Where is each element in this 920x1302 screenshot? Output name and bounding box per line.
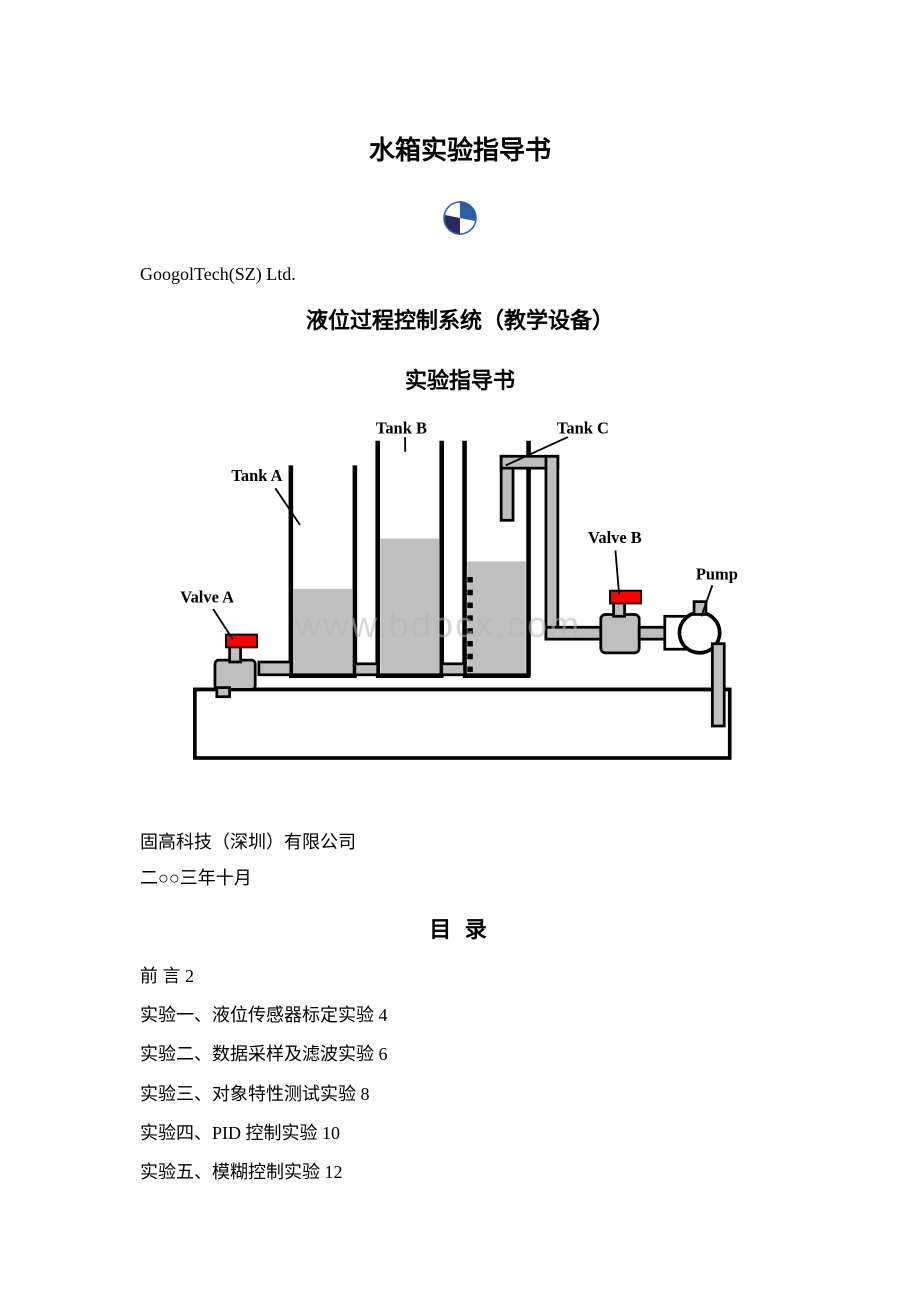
main-title: 水箱实验指导书 [140, 130, 780, 167]
svg-text:Tank C: Tank C [557, 418, 609, 437]
company-logo-icon [439, 197, 481, 239]
svg-text:Valve B: Valve B [588, 528, 642, 547]
company-english: GoogolTech(SZ) Ltd. [140, 264, 780, 285]
company-chinese: 固高科技（深圳）有限公司 [140, 828, 780, 854]
toc-item: 实验三、对象特性测试实验 8 [140, 1082, 780, 1107]
svg-text:Tank A: Tank A [231, 466, 282, 485]
subtitle-system: 液位过程控制系统（教学设备） [140, 303, 780, 335]
toc-heading: 目 录 [140, 912, 780, 944]
publication-date: 二○○三年十月 [140, 864, 780, 890]
svg-text:Pump: Pump [696, 565, 738, 584]
toc-item: 实验一、液位传感器标定实验 4 [140, 1003, 780, 1028]
tank-diagram: Tank A Tank B Tank C Valve A Valve B Pump [140, 403, 780, 798]
logo-container [140, 197, 780, 244]
svg-text:Valve A: Valve A [180, 588, 234, 607]
toc-item: 实验五、模糊控制实验 12 [140, 1160, 780, 1185]
toc-item: 前 言 2 [140, 964, 780, 989]
subtitle-manual: 实验指导书 [140, 363, 780, 395]
toc-item: 实验二、数据采样及滤波实验 6 [140, 1042, 780, 1067]
toc-list: 前 言 2 实验一、液位传感器标定实验 4 实验二、数据采样及滤波实验 6 实验三、对… [140, 964, 780, 1185]
svg-text:Tank B: Tank B [376, 418, 427, 437]
toc-item: 实验四、PID 控制实验 10 [140, 1121, 780, 1146]
